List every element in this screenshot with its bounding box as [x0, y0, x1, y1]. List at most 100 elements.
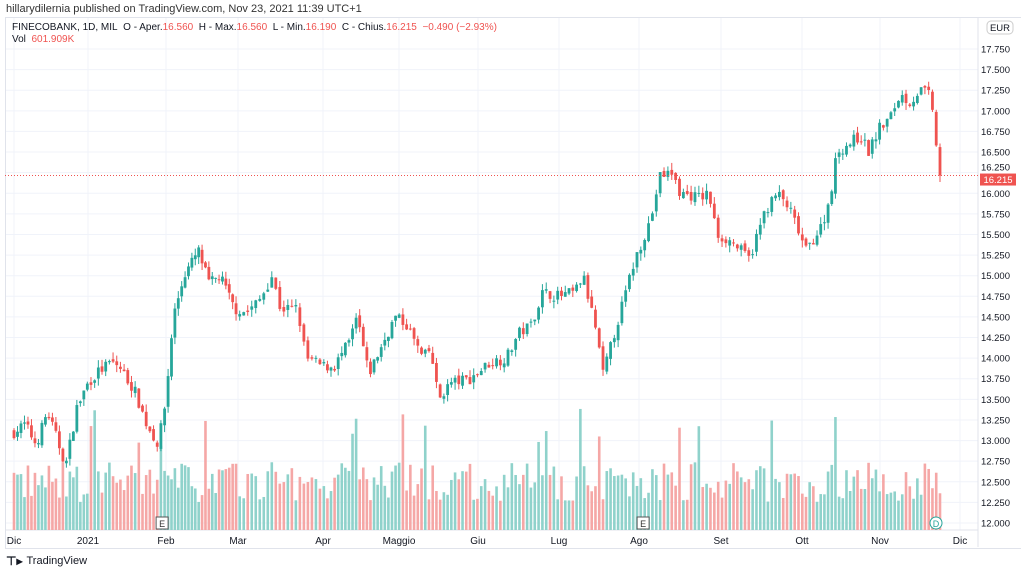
candle-body: [643, 239, 647, 251]
volume-bar: [571, 500, 575, 530]
volume-bar: [613, 476, 616, 530]
x-tick-label: Lug: [551, 536, 568, 547]
candle-body: [246, 310, 250, 312]
volume-bar: [563, 500, 567, 530]
candle-body: [210, 276, 214, 280]
y-tick-label: 13.750: [981, 374, 1010, 385]
candle-body: [616, 324, 620, 341]
candle-body: [397, 314, 401, 318]
candle-body: [498, 359, 502, 366]
volume-bar: [210, 473, 214, 530]
volume-bar: [68, 471, 72, 530]
candle-body: [394, 315, 397, 321]
volume-bar: [329, 491, 333, 530]
candle-body: [712, 203, 716, 219]
volume-bar: [176, 487, 180, 530]
candle-body: [204, 262, 207, 268]
candle-body: [420, 347, 423, 354]
candle-body: [848, 144, 852, 147]
volume-bar: [662, 463, 666, 530]
volume-bar: [351, 433, 354, 530]
volume-bar: [502, 474, 506, 530]
candle-body: [57, 431, 61, 449]
volume-bar: [709, 487, 712, 530]
x-tick-label: Giu: [470, 536, 486, 547]
candle-body: [856, 132, 859, 143]
currency-badge[interactable]: EUR: [986, 20, 1014, 35]
candle-body: [635, 252, 639, 268]
dividend-marker[interactable]: D: [929, 516, 943, 530]
volume-bar: [40, 475, 44, 530]
volume-bar: [487, 490, 491, 530]
candle-body: [770, 197, 774, 212]
volume-bar: [298, 476, 302, 530]
volume-bar: [372, 477, 376, 530]
candle-body: [502, 363, 506, 368]
volume-bar: [658, 500, 662, 530]
volume-bar: [812, 486, 815, 530]
volume-bar: [867, 462, 870, 530]
candle-body: [666, 170, 670, 177]
volume-bar: [552, 466, 556, 530]
volume-bar: [217, 469, 221, 530]
candle-body: [472, 375, 476, 383]
volume-bar: [306, 482, 310, 530]
candle-body: [408, 328, 412, 330]
candle-body: [282, 307, 286, 312]
candle-body: [358, 315, 362, 328]
candle-body: [431, 352, 435, 364]
candle-body: [242, 312, 246, 316]
volume-bar: [586, 485, 590, 530]
earnings-marker[interactable]: E: [155, 516, 169, 530]
candle-body: [923, 86, 927, 88]
earnings-marker[interactable]: E: [636, 516, 650, 530]
volume-bar: [457, 479, 461, 530]
volume-bar: [819, 494, 823, 530]
event-label: E: [159, 519, 165, 529]
candle-body: [938, 147, 942, 176]
volume-bar: [258, 499, 262, 530]
candle-body: [197, 247, 201, 258]
x-tick-label: Maggio: [383, 536, 416, 547]
volume-bar: [597, 436, 601, 530]
candle-body: [927, 86, 931, 91]
candle-body: [811, 243, 815, 245]
y-tick-label: 15.250: [981, 251, 1010, 262]
volume-bar: [882, 474, 885, 530]
y-tick-label: 17.750: [981, 45, 1010, 56]
chart-frame[interactable]: [5, 17, 1021, 549]
candle-body: [670, 169, 674, 175]
volume-bar: [104, 472, 107, 530]
volume-bar: [93, 410, 96, 530]
candle-body: [326, 364, 329, 371]
candle-body: [231, 294, 235, 303]
candle-body: [575, 284, 578, 292]
volume-bar: [889, 492, 893, 530]
volume-bar: [115, 482, 119, 530]
volume-bar: [544, 431, 548, 530]
y-tick-label: 13.000: [981, 436, 1010, 447]
volume-bar: [72, 477, 75, 530]
candle-body: [152, 429, 155, 441]
candle-body: [834, 158, 837, 194]
volume-bar: [97, 471, 100, 530]
volume-bar: [826, 471, 830, 530]
candle-body: [369, 361, 372, 375]
candle-body: [336, 357, 340, 370]
candle-body: [479, 371, 483, 376]
volume-bar: [207, 488, 211, 530]
candle-body: [221, 276, 224, 282]
candle-body: [405, 324, 409, 330]
candle-body: [612, 338, 616, 343]
candle-body: [464, 375, 468, 378]
x-tick-label: Set: [713, 536, 728, 547]
volume-bar: [155, 479, 159, 530]
volume-bar: [354, 418, 358, 530]
volume-bar: [435, 490, 438, 530]
volume-bar: [190, 486, 194, 530]
volume-bar: [716, 481, 720, 530]
candle-body: [461, 375, 464, 386]
candle-body: [867, 140, 870, 156]
candle-body: [453, 377, 457, 383]
